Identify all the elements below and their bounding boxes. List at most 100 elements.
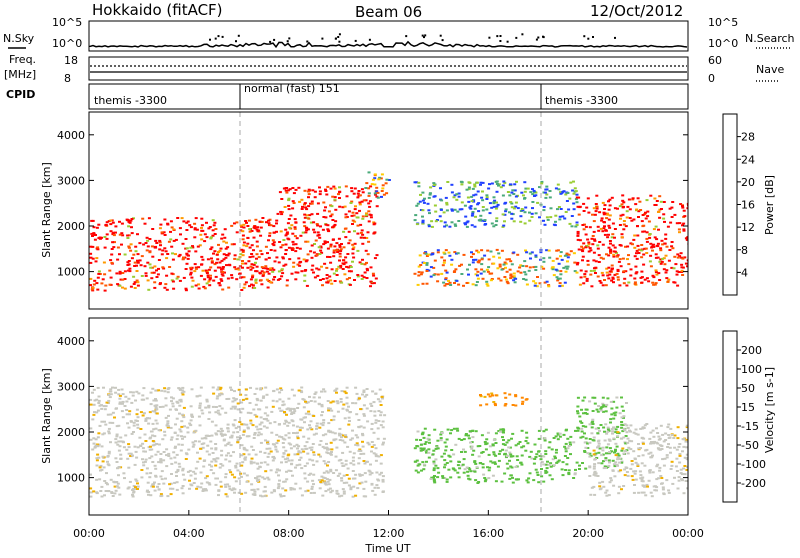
power-cell: [542, 219, 545, 222]
power-cell: [203, 240, 207, 243]
velocity-cell: [372, 452, 376, 455]
velocity-cell: [514, 404, 518, 407]
power-cell: [678, 255, 682, 258]
velocity-cell: [483, 395, 487, 398]
power-cell: [377, 178, 381, 181]
power-cell: [305, 284, 309, 287]
velocity-cell: [93, 411, 96, 414]
velocity-cell: [259, 441, 263, 444]
velocity-cell: [154, 406, 158, 409]
velocity-cell: [355, 442, 359, 445]
power-cell: [303, 202, 307, 205]
velocity-cell: [136, 426, 140, 429]
power-cell: [480, 263, 484, 266]
power-cell: [640, 220, 644, 223]
velocity-cell: [181, 492, 185, 495]
power-cell: [450, 183, 454, 186]
power-cell: [598, 241, 602, 243]
power-cell: [247, 260, 251, 263]
power-cell: [442, 261, 446, 264]
velocity-cell: [611, 469, 615, 472]
velocity-cell: [329, 430, 333, 433]
power-cell: [524, 273, 528, 276]
power-cell: [367, 192, 371, 195]
velocity-cell: [146, 481, 150, 484]
power-cell: [668, 249, 672, 251]
velocity-cell: [456, 464, 460, 467]
velocity-cell: [467, 434, 470, 437]
velocity-cell: [142, 387, 146, 390]
power-cell: [217, 243, 220, 246]
power-cell: [365, 267, 369, 270]
freq-right-top-tick: 60: [708, 54, 722, 67]
nsearch-point: [286, 40, 289, 43]
power-cell: [356, 275, 360, 278]
velocity-cell: [608, 439, 612, 442]
power-cell: [369, 216, 373, 219]
power-cell: [455, 279, 459, 282]
velocity-cell: [474, 462, 478, 465]
power-cell: [680, 271, 684, 273]
power-cell: [425, 282, 429, 285]
velocity-cell: [443, 463, 447, 466]
power-cell: [530, 216, 534, 218]
power-cell: [485, 280, 489, 283]
velocity-cell: [330, 489, 334, 492]
velocity-cell: [326, 471, 330, 474]
velocity-cell: [381, 480, 385, 483]
power-cell: [233, 254, 237, 257]
power-cell: [312, 228, 316, 231]
velocity-cell: [191, 445, 195, 448]
velocity-cell: [614, 442, 618, 445]
velocity-cell: [312, 463, 316, 466]
velocity-cell: [443, 441, 447, 444]
power-cell: [542, 267, 546, 270]
velocity-cell: [450, 449, 454, 451]
velocity-cell: [479, 394, 482, 396]
power-cell: [587, 243, 591, 245]
velocity-cell: [334, 469, 338, 472]
power-cell: [667, 278, 671, 281]
velocity-cell: [442, 452, 446, 455]
velocity-cell: [280, 461, 283, 464]
power-cell: [460, 201, 464, 204]
power-cell: [252, 249, 255, 252]
power-cell: [287, 208, 291, 211]
power-cell: [290, 224, 294, 227]
velocity-cell: [602, 404, 606, 407]
power-cell: [477, 202, 481, 205]
velocity-cell: [242, 423, 245, 426]
velocity-cell: [278, 391, 282, 394]
power-cell: [264, 245, 268, 248]
power-cell: [333, 223, 337, 226]
power-cell: [527, 269, 531, 272]
velocity-cell: [599, 407, 603, 410]
velocity-cell: [186, 431, 190, 434]
power-cell: [487, 266, 491, 269]
power-cell: [181, 258, 185, 261]
velocity-cell: [236, 436, 239, 439]
velocity-cell: [218, 393, 222, 396]
power-cell: [156, 273, 160, 276]
velocity-cell: [556, 432, 560, 435]
velocity-cell: [354, 386, 358, 389]
power-cell: [305, 208, 309, 211]
power-cell: [116, 283, 120, 286]
power-cell: [501, 184, 505, 187]
power-cell: [455, 198, 459, 201]
velocity-cell: [620, 437, 624, 440]
power-cell: [204, 269, 208, 272]
power-cell: [294, 221, 298, 224]
velocity-cell: [667, 437, 671, 439]
power-cell: [631, 197, 635, 200]
velocity-cell: [157, 389, 160, 392]
velocity-cell: [597, 445, 601, 448]
velocity-cell: [219, 427, 223, 430]
power-cell: [523, 222, 527, 225]
velocity-cell: [189, 474, 193, 477]
velocity-cell: [298, 487, 302, 490]
velocity-cell: [609, 418, 613, 421]
power-cell: [290, 248, 294, 251]
power-cell: [633, 234, 637, 237]
